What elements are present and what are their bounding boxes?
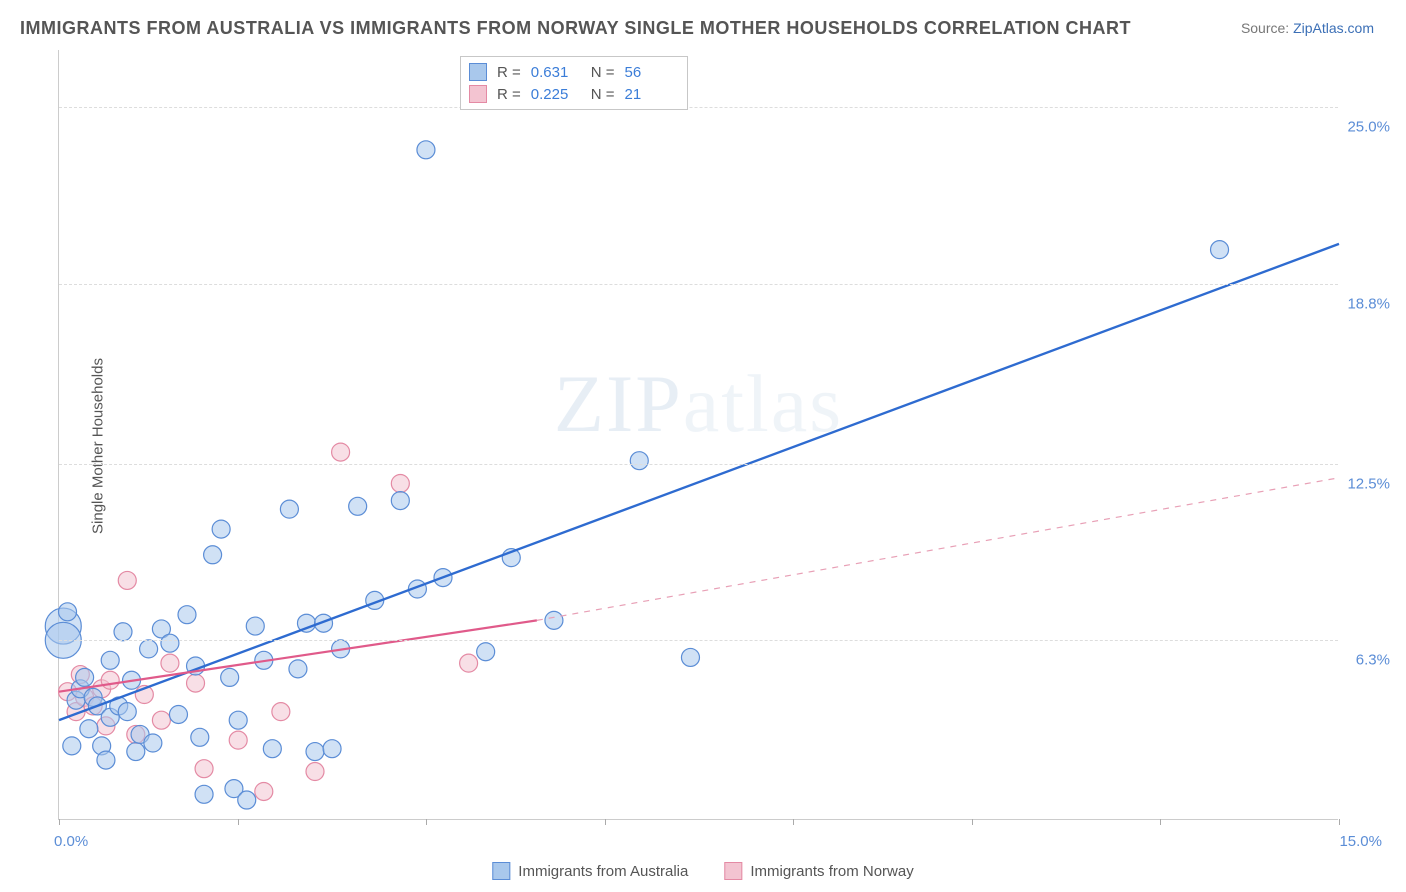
- legend-label-australia: Immigrants from Australia: [518, 863, 688, 880]
- data-point: [323, 740, 341, 758]
- data-point: [195, 785, 213, 803]
- data-point: [127, 743, 145, 761]
- data-point: [477, 643, 495, 661]
- data-point: [263, 740, 281, 758]
- data-point: [76, 668, 94, 686]
- r-label: R =: [497, 86, 521, 103]
- data-point: [391, 474, 409, 492]
- data-point: [417, 141, 435, 159]
- gridline-h: [59, 107, 1338, 108]
- x-tick-max: 15.0%: [1339, 833, 1382, 850]
- x-tick: [1160, 819, 1161, 825]
- data-point: [114, 623, 132, 641]
- stats-row-norway: R = 0.225 N = 21: [469, 83, 675, 105]
- data-point: [306, 763, 324, 781]
- plot-area: ZIPatlas: [58, 50, 1338, 820]
- data-point: [101, 651, 119, 669]
- data-point: [161, 634, 179, 652]
- legend-swatch-australia: [492, 862, 510, 880]
- x-tick: [605, 819, 606, 825]
- x-tick: [238, 819, 239, 825]
- data-point: [118, 703, 136, 721]
- data-point: [289, 660, 307, 678]
- data-point: [204, 546, 222, 564]
- data-point: [221, 668, 239, 686]
- scatter-svg: [59, 50, 1338, 819]
- data-point: [238, 791, 256, 809]
- data-point: [178, 606, 196, 624]
- data-point: [349, 497, 367, 515]
- x-tick: [793, 819, 794, 825]
- legend-item-norway: Immigrants from Norway: [724, 862, 913, 880]
- data-point: [272, 703, 290, 721]
- data-point: [140, 640, 158, 658]
- data-point: [246, 617, 264, 635]
- source-prefix: Source:: [1241, 20, 1293, 36]
- series-legend: Immigrants from Australia Immigrants fro…: [492, 862, 913, 880]
- n-label: N =: [591, 64, 615, 81]
- data-point: [59, 603, 77, 621]
- data-point: [255, 782, 273, 800]
- data-point: [63, 737, 81, 755]
- n-label: N =: [591, 86, 615, 103]
- x-tick: [59, 819, 60, 825]
- data-point: [391, 492, 409, 510]
- r-value-norway: 0.225: [531, 86, 581, 103]
- legend-label-norway: Immigrants from Norway: [750, 863, 913, 880]
- data-point: [212, 520, 230, 538]
- data-point: [1211, 241, 1229, 259]
- gridline-h: [59, 284, 1338, 285]
- legend-item-australia: Immigrants from Australia: [492, 862, 688, 880]
- data-point: [460, 654, 478, 672]
- data-point: [169, 705, 187, 723]
- r-label: R =: [497, 64, 521, 81]
- source-credit: Source: ZipAtlas.com: [1241, 20, 1374, 36]
- data-point: [545, 611, 563, 629]
- x-tick-min: 0.0%: [54, 833, 88, 850]
- y-tick-label: 12.5%: [1347, 475, 1390, 492]
- data-point: [280, 500, 298, 518]
- n-value-australia: 56: [625, 64, 675, 81]
- x-tick: [972, 819, 973, 825]
- data-point: [97, 751, 115, 769]
- trend-line: [537, 478, 1339, 621]
- y-tick-label: 25.0%: [1347, 119, 1390, 136]
- n-value-norway: 21: [625, 86, 675, 103]
- data-point: [195, 760, 213, 778]
- data-point: [681, 648, 699, 666]
- source-link[interactable]: ZipAtlas.com: [1293, 20, 1374, 36]
- data-point: [118, 571, 136, 589]
- x-tick: [1339, 819, 1340, 825]
- x-tick: [426, 819, 427, 825]
- data-point: [191, 728, 209, 746]
- data-point: [80, 720, 98, 738]
- swatch-australia: [469, 63, 487, 81]
- legend-swatch-norway: [724, 862, 742, 880]
- stats-legend: R = 0.631 N = 56 R = 0.225 N = 21: [460, 56, 688, 110]
- trend-line: [59, 244, 1339, 720]
- chart-title: IMMIGRANTS FROM AUSTRALIA VS IMMIGRANTS …: [20, 18, 1131, 39]
- y-tick-label: 18.8%: [1347, 295, 1390, 312]
- y-tick-label: 6.3%: [1356, 652, 1390, 669]
- data-point: [161, 654, 179, 672]
- gridline-h: [59, 464, 1338, 465]
- gridline-h: [59, 640, 1338, 641]
- data-point: [187, 674, 205, 692]
- stats-row-australia: R = 0.631 N = 56: [469, 61, 675, 83]
- data-point: [152, 711, 170, 729]
- swatch-norway: [469, 85, 487, 103]
- data-point: [229, 711, 247, 729]
- r-value-australia: 0.631: [531, 64, 581, 81]
- data-point: [101, 671, 119, 689]
- data-point: [630, 452, 648, 470]
- data-point: [229, 731, 247, 749]
- data-point: [306, 743, 324, 761]
- data-point: [332, 443, 350, 461]
- data-point: [144, 734, 162, 752]
